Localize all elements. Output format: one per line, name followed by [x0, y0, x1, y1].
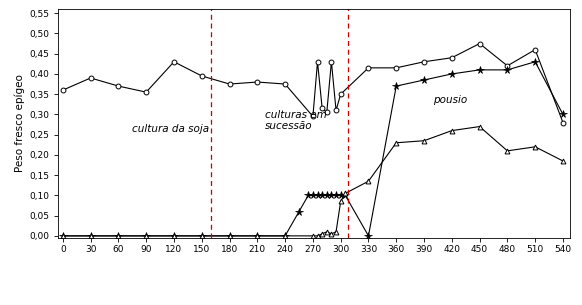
testemunha [337, 92, 344, 96]
sulfentrazone 0,6  kg ha⁻¹ [310, 194, 317, 197]
sulfentrazone 1,2  kg ha⁻¹ [254, 234, 261, 238]
testemunha [332, 109, 339, 112]
Line: testemunha: testemunha [61, 41, 565, 125]
sulfentrazone 0,6  kg ha⁻¹ [115, 234, 122, 238]
sulfentrazone 0,6  kg ha⁻¹ [448, 72, 455, 76]
sulfentrazone 1,2  kg ha⁻¹ [448, 129, 455, 132]
testemunha [559, 121, 566, 124]
sulfentrazone 1,2  kg ha⁻¹ [421, 139, 428, 142]
sulfentrazone 1,2  kg ha⁻¹ [87, 234, 94, 238]
sulfentrazone 0,6  kg ha⁻¹ [226, 234, 233, 238]
sulfentrazone 1,2  kg ha⁻¹ [476, 125, 483, 128]
sulfentrazone 0,6  kg ha⁻¹ [342, 194, 349, 197]
testemunha [171, 60, 178, 64]
sulfentrazone 1,2  kg ha⁻¹ [323, 230, 330, 234]
sulfentrazone 1,2  kg ha⁻¹ [328, 232, 335, 236]
sulfentrazone 0,6  kg ha⁻¹ [143, 234, 150, 238]
testemunha [282, 82, 289, 86]
sulfentrazone 0,6  kg ha⁻¹ [198, 234, 205, 238]
sulfentrazone 0,6  kg ha⁻¹ [476, 68, 483, 72]
testemunha [254, 80, 261, 84]
testemunha [115, 84, 122, 88]
testemunha [393, 66, 400, 70]
sulfentrazone 0,6  kg ha⁻¹ [532, 60, 539, 64]
sulfentrazone 0,6  kg ha⁻¹ [87, 234, 94, 238]
testemunha [314, 60, 321, 64]
Line: sulfentrazone 0,6  kg ha⁻¹: sulfentrazone 0,6 kg ha⁻¹ [59, 58, 567, 240]
sulfentrazone 1,2  kg ha⁻¹ [365, 179, 372, 183]
testemunha [87, 76, 94, 80]
testemunha [226, 82, 233, 86]
sulfentrazone 0,6  kg ha⁻¹ [171, 234, 178, 238]
sulfentrazone 0,6  kg ha⁻¹ [393, 84, 400, 88]
sulfentrazone 0,6  kg ha⁻¹ [365, 234, 372, 238]
testemunha [504, 64, 511, 68]
testemunha [323, 110, 330, 114]
sulfentrazone 1,2  kg ha⁻¹ [282, 234, 289, 238]
sulfentrazone 0,6  kg ha⁻¹ [328, 194, 335, 197]
sulfentrazone 1,2  kg ha⁻¹ [559, 159, 566, 163]
sulfentrazone 0,6  kg ha⁻¹ [314, 194, 321, 197]
sulfentrazone 1,2  kg ha⁻¹ [504, 149, 511, 153]
sulfentrazone 0,6  kg ha⁻¹ [337, 194, 344, 197]
sulfentrazone 1,2  kg ha⁻¹ [342, 192, 349, 195]
testemunha [448, 56, 455, 59]
sulfentrazone 0,6  kg ha⁻¹ [421, 78, 428, 82]
testemunha [143, 90, 150, 94]
sulfentrazone 0,6  kg ha⁻¹ [296, 210, 303, 213]
sulfentrazone 1,2  kg ha⁻¹ [171, 234, 178, 238]
sulfentrazone 1,2  kg ha⁻¹ [310, 234, 317, 238]
testemunha [532, 48, 539, 52]
testemunha [476, 42, 483, 45]
sulfentrazone 1,2  kg ha⁻¹ [532, 145, 539, 149]
sulfentrazone 1,2  kg ha⁻¹ [198, 234, 205, 238]
testemunha [198, 74, 205, 78]
sulfentrazone 1,2  kg ha⁻¹ [319, 232, 326, 236]
sulfentrazone 1,2  kg ha⁻¹ [115, 234, 122, 238]
Y-axis label: Peso fresco epígeo: Peso fresco epígeo [15, 75, 25, 172]
sulfentrazone 0,6  kg ha⁻¹ [254, 234, 261, 238]
sulfentrazone 0,6  kg ha⁻¹ [305, 194, 312, 197]
testemunha [319, 106, 326, 110]
sulfentrazone 0,6  kg ha⁻¹ [332, 194, 339, 197]
Line: sulfentrazone 1,2  kg ha⁻¹: sulfentrazone 1,2 kg ha⁻¹ [61, 124, 565, 238]
Text: pousio: pousio [433, 95, 467, 105]
sulfentrazone 0,6  kg ha⁻¹ [319, 194, 326, 197]
sulfentrazone 0,6  kg ha⁻¹ [559, 113, 566, 116]
Text: culturas em
sucessão: culturas em sucessão [265, 110, 327, 131]
sulfentrazone 1,2  kg ha⁻¹ [337, 200, 344, 203]
sulfentrazone 0,6  kg ha⁻¹ [282, 234, 289, 238]
testemunha [59, 88, 66, 92]
testemunha [328, 60, 335, 64]
sulfentrazone 0,6  kg ha⁻¹ [504, 68, 511, 72]
sulfentrazone 1,2  kg ha⁻¹ [143, 234, 150, 238]
sulfentrazone 1,2  kg ha⁻¹ [59, 234, 66, 238]
testemunha [365, 66, 372, 70]
sulfentrazone 1,2  kg ha⁻¹ [332, 230, 339, 234]
testemunha [310, 115, 317, 118]
sulfentrazone 0,6  kg ha⁻¹ [59, 234, 66, 238]
sulfentrazone 0,6  kg ha⁻¹ [323, 194, 330, 197]
testemunha [421, 60, 428, 64]
sulfentrazone 1,2  kg ha⁻¹ [314, 234, 321, 238]
sulfentrazone 1,2  kg ha⁻¹ [393, 141, 400, 145]
Text: cultura da soja: cultura da soja [132, 124, 210, 134]
sulfentrazone 1,2  kg ha⁻¹ [226, 234, 233, 238]
